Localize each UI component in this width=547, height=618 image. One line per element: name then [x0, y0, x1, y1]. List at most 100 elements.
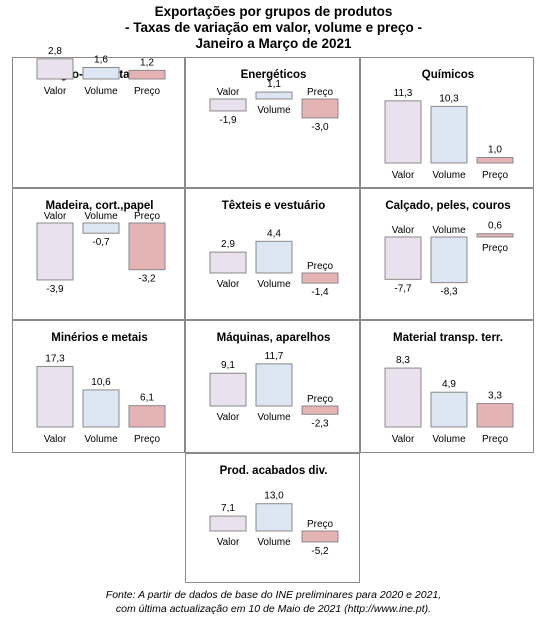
bar-valor — [36, 58, 74, 80]
bar-chart: Minérios e metais 17,3 Valor 10,6 Volume 6,1 P… — [36, 332, 166, 445]
bar-preco — [301, 405, 339, 415]
data-label-preco: -2,3 — [311, 418, 329, 429]
data-label-volume: -0,7 — [92, 237, 110, 248]
data-label-valor: -3,9 — [46, 284, 64, 295]
data-label-volume: 11,7 — [265, 351, 284, 362]
data-label-valor: -1,9 — [219, 115, 237, 126]
data-label-volume: 1,6 — [94, 54, 108, 65]
bar-volume — [255, 91, 293, 100]
data-label-valor: 11,3 — [394, 88, 413, 99]
data-label-preco: 1,2 — [140, 57, 154, 68]
category-label-volume: Volume — [432, 434, 466, 445]
bar-preco — [301, 98, 339, 119]
bar-volume — [255, 503, 293, 532]
bar-preco — [476, 233, 514, 238]
bar-preco — [128, 69, 166, 80]
bar-volume — [255, 363, 293, 407]
panel-title: Energéticos — [241, 69, 307, 81]
data-label-preco: 1,0 — [488, 145, 502, 156]
chart-period: Janeiro a Março de 2021 — [195, 36, 352, 51]
bar-valor — [209, 515, 247, 532]
category-label-valor: Valor — [217, 537, 240, 548]
data-label-preco: -5,2 — [311, 546, 329, 557]
bar-valor — [384, 100, 422, 164]
data-label-valor: 17,3 — [45, 353, 65, 364]
data-label-volume: 10,3 — [439, 93, 459, 104]
bar-chart: Energéticos -1,9 Valor 1,1 Volume -3,0 Preço — [209, 69, 339, 133]
panel-title: Químicos — [422, 69, 474, 81]
data-label-volume: 13,0 — [264, 491, 284, 502]
category-label-preco: Preço — [482, 434, 509, 445]
category-label-preco: Preço — [307, 394, 334, 405]
category-label-volume: Volume — [257, 279, 291, 290]
bar-chart: Madeira, cort.,papel -3,9 Valor -0,7 Volume -… — [36, 200, 166, 295]
category-label-volume: Volume — [84, 211, 118, 222]
category-label-volume: Volume — [84, 86, 118, 97]
panel-title: Máquinas, aparelhos — [217, 332, 331, 344]
category-label-preco: Preço — [134, 86, 161, 97]
category-label-valor: Valor — [217, 412, 240, 423]
data-label-valor: -7,7 — [394, 283, 412, 294]
category-label-valor: Valor — [44, 211, 67, 222]
panel-maquinas-aparelhos: Máquinas, aparelhos 9,1 Valor 11,7 Volume -2,… — [185, 320, 360, 453]
category-label-preco: Preço — [307, 87, 334, 98]
bar-preco — [476, 157, 514, 164]
panel-quimicos: Químicos 11,3 Valor 10,3 Volume 1,0 Preço — [360, 57, 534, 188]
category-label-volume: Volume — [432, 225, 466, 236]
data-label-preco: 0,6 — [488, 221, 502, 232]
category-label-valor: Valor — [392, 170, 415, 181]
panel-title: Minérios e metais — [51, 332, 148, 344]
category-label-valor: Valor — [217, 279, 240, 290]
data-label-preco: -3,0 — [311, 122, 329, 133]
category-label-valor: Valor — [392, 434, 415, 445]
panel-agro-alimentares: Agro-alimentares2,8Valor1,6Volume1,2Preç… — [12, 46, 185, 188]
bar-chart: Químicos 11,3 Valor 10,3 Volume 1,0 Preço — [384, 69, 514, 181]
category-label-valor: Valor — [44, 434, 67, 445]
bar-valor — [209, 251, 247, 274]
category-label-preco: Preço — [307, 261, 334, 272]
category-label-preco: Preço — [482, 243, 509, 254]
panel-calcado-peles-couros: Calçado, peles, couros -7,7 Valor -8,3 Volum… — [360, 188, 534, 320]
data-label-valor: 2,9 — [221, 239, 235, 250]
chart-subtitle: - Taxas de variação em valor, volume e p… — [125, 20, 422, 35]
data-label-valor: 2,8 — [48, 46, 62, 57]
source-note-line1: Fonte: A partir de dados de base do INE … — [105, 589, 442, 601]
bar-chart: Calçado, peles, couros -7,7 Valor -8,3 Volum… — [384, 200, 514, 298]
bar-preco — [476, 403, 514, 428]
data-label-preco: -3,2 — [138, 274, 156, 285]
bar-chart: Máquinas, aparelhos 9,1 Valor 11,7 Volume -2,… — [209, 332, 339, 429]
panel-minerios-e-metais: Minérios e metais 17,3 Valor 10,6 Volume 6,1 P… — [12, 320, 185, 453]
category-label-volume: Volume — [84, 434, 118, 445]
bar-volume — [82, 66, 120, 80]
bar-volume — [255, 240, 293, 274]
chart-title: Exportações por grupos de produtos — [154, 4, 393, 19]
data-label-preco: -1,4 — [311, 287, 329, 298]
bar-valor — [384, 367, 422, 428]
category-label-valor: Valor — [44, 86, 67, 97]
bar-volume — [82, 222, 120, 234]
bar-valor — [36, 365, 74, 428]
panel-madeira-cort-papel: Madeira, cort.,papel -3,9 Valor -0,7 Volume -… — [12, 188, 185, 320]
panel-title: Têxteis e vestuário — [222, 200, 326, 212]
panel-title: Prod. acabados div. — [220, 465, 328, 477]
data-label-volume: 4,4 — [267, 228, 281, 239]
panel-title: Material transp. terr. — [393, 332, 503, 344]
bar-chart: Agro-alimentares2,8Valor1,6Volume1,2Preç… — [36, 46, 166, 97]
panel-texteis-e-vestuario: Têxteis e vestuário 2,9 Valor 4,4 Volume -1,4… — [185, 188, 360, 320]
bar-valor — [209, 372, 247, 407]
panel-title: Madeira, cort.,papel — [45, 200, 153, 212]
panel-material-transp-terr: Material transp. terr. 8,3 Valor 4,9 Volume 3… — [360, 320, 534, 453]
source-note-line2: com última actualização em 10 de Maio de… — [115, 603, 432, 615]
category-label-preco: Preço — [134, 211, 161, 222]
category-label-volume: Volume — [257, 105, 291, 116]
bar-preco — [128, 222, 166, 271]
bar-valor — [36, 222, 74, 281]
category-label-volume: Volume — [257, 412, 291, 423]
bar-valor — [209, 98, 247, 112]
data-label-volume: 1,1 — [267, 79, 281, 90]
bar-valor — [384, 236, 422, 280]
category-label-valor: Valor — [217, 87, 240, 98]
data-label-volume: -8,3 — [440, 287, 458, 298]
panel-prod-acabados-div: Prod. acabados div. 7,1 Valor 13,0 Volume -5,… — [185, 453, 360, 583]
category-label-preco: Preço — [134, 434, 161, 445]
